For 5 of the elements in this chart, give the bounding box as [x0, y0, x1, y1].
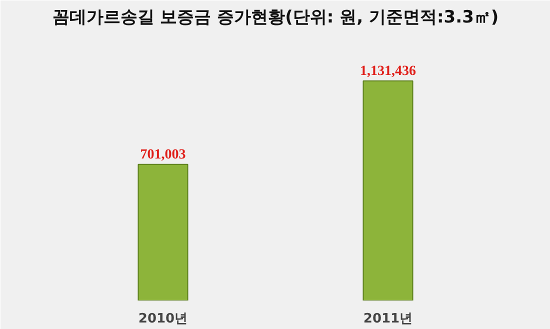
- data-label: 701,003: [140, 147, 186, 162]
- chart-title: 꼼데가르송길 보증금 증가현황(단위: 원, 기준면적:3.3㎡): [52, 8, 499, 28]
- data-label: 1,131,436: [360, 64, 416, 79]
- x-tick-label: 2010년: [138, 312, 188, 326]
- x-tick-label: 2011년: [363, 312, 413, 326]
